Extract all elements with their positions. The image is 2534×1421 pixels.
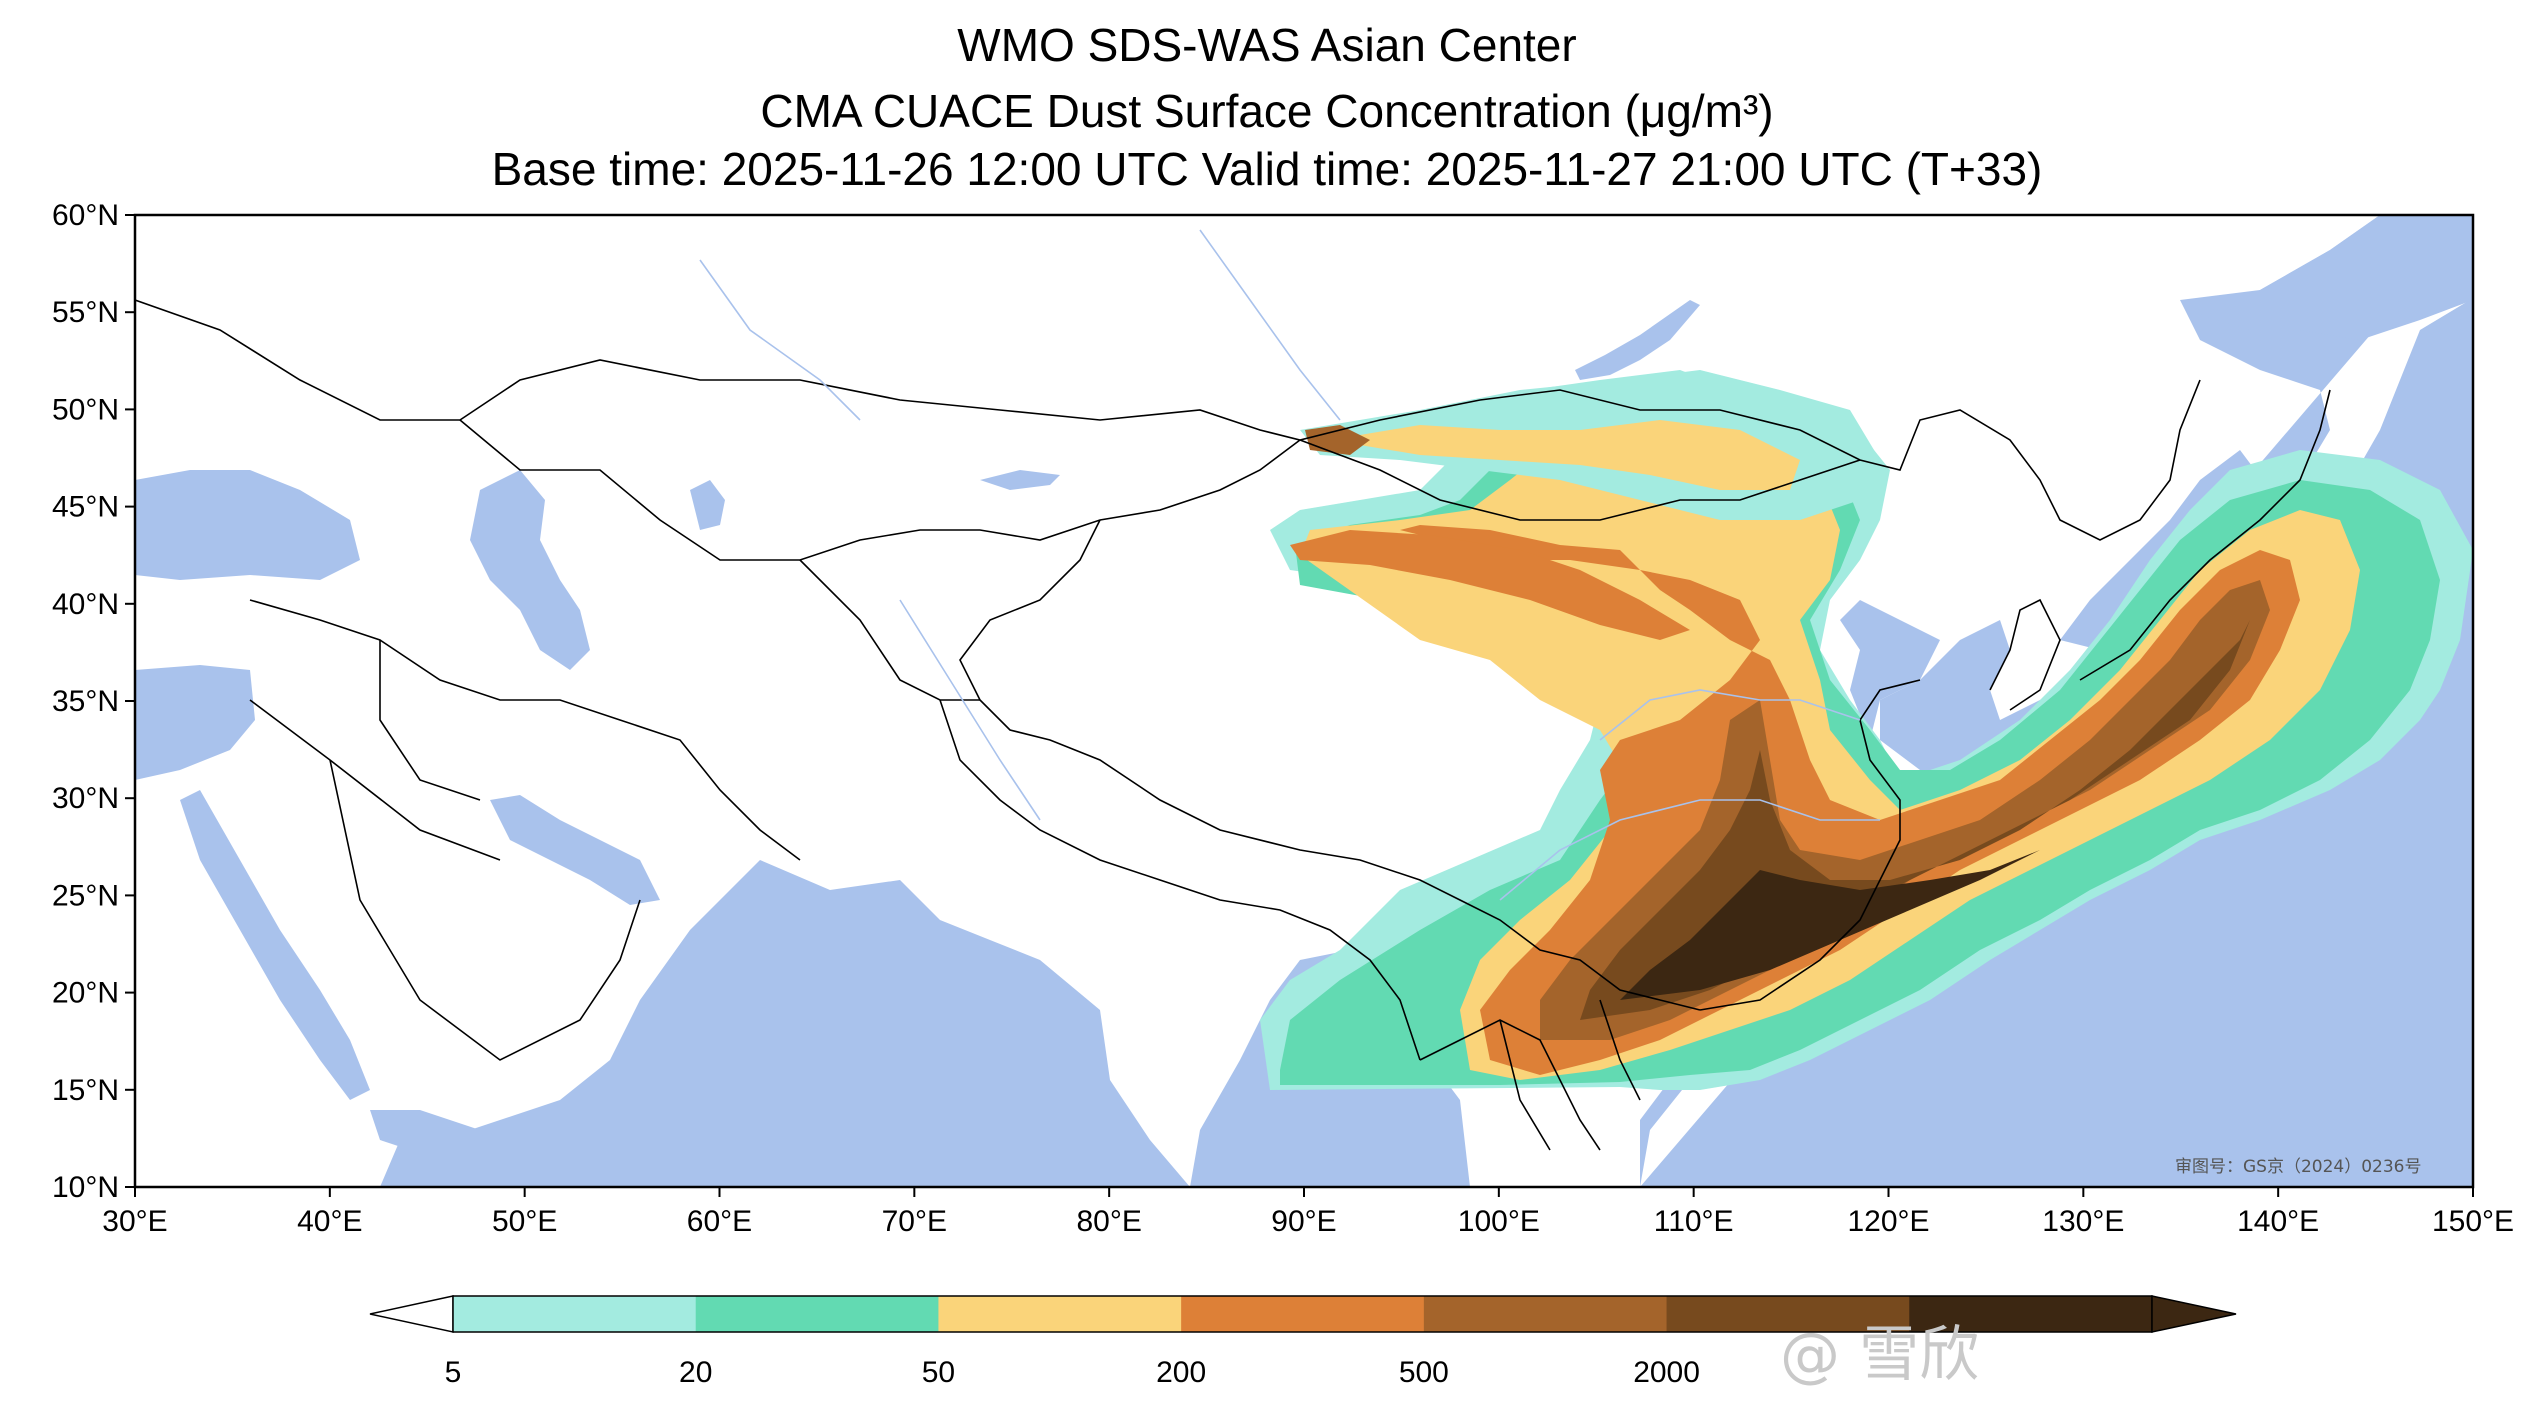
lat-tick-label: 60°N [52, 199, 119, 232]
colorbar-cell [1181, 1296, 1425, 1332]
colorbar: 5 20 50 200 500 2000 [369, 1295, 2237, 1389]
lon-tick-label: 140°E [2237, 1205, 2319, 1238]
river-4 [1199, 229, 1341, 421]
colorbar-min-arrow [369, 1295, 454, 1333]
lon-tick-label: 100°E [1458, 1205, 1540, 1238]
colorbar-cell [1423, 1296, 1668, 1332]
colorbar-max-arrow [2151, 1295, 2237, 1333]
country-borders [135, 299, 2331, 1151]
coast-korea-japan [1989, 389, 2331, 711]
lon-tick-label: 120°E [1847, 1205, 1929, 1238]
lon-tick-label: 60°E [687, 1205, 752, 1238]
lat-tick-label: 50°N [52, 393, 119, 426]
aral-sea [690, 480, 725, 530]
border-china-west [959, 519, 1701, 1011]
map-approval-stamp: 审图号：GS京（2024）0236号 [2175, 1157, 2422, 1177]
map-subtitle: CMA CUACE Dust Surface Concentration (μg… [760, 85, 1774, 137]
border-south-asia [799, 559, 1421, 1061]
colorbar-cell [453, 1296, 697, 1332]
colorbar-cell [1666, 1296, 1910, 1332]
lat-tick-label: 45°N [52, 491, 119, 524]
lat-tick-label: 25°N [52, 879, 119, 912]
map-title: WMO SDS-WAS Asian Center [957, 19, 1577, 71]
border-russia-south [135, 299, 2201, 541]
persian-gulf [490, 795, 660, 905]
border-middle-east [249, 599, 801, 1061]
lat-tick-label: 40°N [52, 588, 119, 621]
red-sea [180, 790, 370, 1100]
lat-tick-label: 15°N [52, 1074, 119, 1107]
caspian-sea [470, 470, 590, 670]
colorbar-label: 20 [679, 1356, 712, 1389]
black-sea [135, 470, 360, 580]
colorbar-label: 200 [1156, 1356, 1206, 1389]
colorbar-label: 50 [922, 1356, 955, 1389]
lon-tick-label: 50°E [492, 1205, 557, 1238]
colorbar-label: 500 [1399, 1356, 1449, 1389]
colorbar-cell [695, 1296, 939, 1332]
mediterranean [135, 665, 255, 780]
latitude-ticks: 60°N 55°N 50°N 45°N 40°N 35°N 30°N 25°N 20°N 15°N… [52, 199, 135, 1204]
colorbar-label: 2000 [1633, 1356, 1700, 1389]
lon-tick-label: 130°E [2042, 1205, 2124, 1238]
river-3 [899, 599, 1041, 821]
lon-tick-label: 90°E [1271, 1205, 1336, 1238]
indian-ocean [380, 860, 1190, 1187]
lat-tick-label: 20°N [52, 977, 119, 1010]
lat-tick-label: 35°N [52, 685, 119, 718]
gulf-of-aden [370, 1110, 480, 1150]
longitude-ticks: 30°E 40°E 50°E 60°E 70°E 80°E 90°E 100°E 110°E 12… [102, 1187, 2514, 1238]
lon-tick-label: 30°E [102, 1205, 167, 1238]
colorbar-label: 5 [445, 1356, 462, 1389]
lon-tick-label: 40°E [297, 1205, 362, 1238]
border-mongolia [1299, 439, 1861, 521]
dust-north-band-50 [1330, 420, 1800, 490]
border-kazakhstan [459, 419, 1301, 561]
colorbar-cell [1909, 1296, 2153, 1332]
border-southeast-asia [1419, 999, 1641, 1151]
river-1 [1599, 689, 1861, 741]
watermark: @ 雪欣 [1780, 1320, 1979, 1390]
lat-tick-label: 55°N [52, 296, 119, 329]
map-area: 审图号：GS京（2024）0236号 [135, 215, 2473, 1187]
river-5 [699, 259, 861, 421]
rivers [699, 229, 1880, 901]
sea-of-okhotsk [2200, 215, 2473, 340]
dust-west-band-200 [1290, 530, 1690, 640]
lon-tick-label: 150°E [2432, 1205, 2514, 1238]
lon-tick-label: 70°E [882, 1205, 947, 1238]
lon-tick-label: 110°E [1654, 1205, 1734, 1238]
map-time-line: Base time: 2025-11-26 12:00 UTC Valid ti… [491, 143, 2043, 195]
colorbar-cell [938, 1296, 1182, 1332]
lake-balkhash [980, 470, 1060, 490]
river-2 [1499, 799, 1880, 901]
yellow-sea [1840, 600, 1940, 740]
lake-baikal [1575, 300, 1700, 380]
lat-tick-label: 30°N [52, 782, 119, 815]
lat-tick-label: 10°N [52, 1171, 119, 1204]
dust-level-max [1620, 850, 2040, 1000]
lon-tick-label: 80°E [1076, 1205, 1141, 1238]
coast-china [1699, 679, 1921, 1011]
